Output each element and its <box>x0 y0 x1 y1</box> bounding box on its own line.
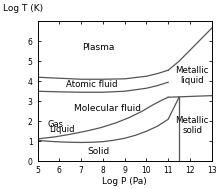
Text: Metallic
solid: Metallic solid <box>175 115 209 135</box>
Text: Molecular fluid: Molecular fluid <box>74 104 141 113</box>
Text: Log T (K): Log T (K) <box>3 4 43 13</box>
Text: Liquid: Liquid <box>50 125 75 134</box>
Text: Gas: Gas <box>47 120 63 129</box>
Text: Atomic fluid: Atomic fluid <box>66 80 118 89</box>
Text: Solid: Solid <box>87 147 110 156</box>
Text: Plasma: Plasma <box>82 43 115 52</box>
Text: Metallic
liquid: Metallic liquid <box>175 66 209 85</box>
X-axis label: Log P (Pa): Log P (Pa) <box>102 177 147 186</box>
